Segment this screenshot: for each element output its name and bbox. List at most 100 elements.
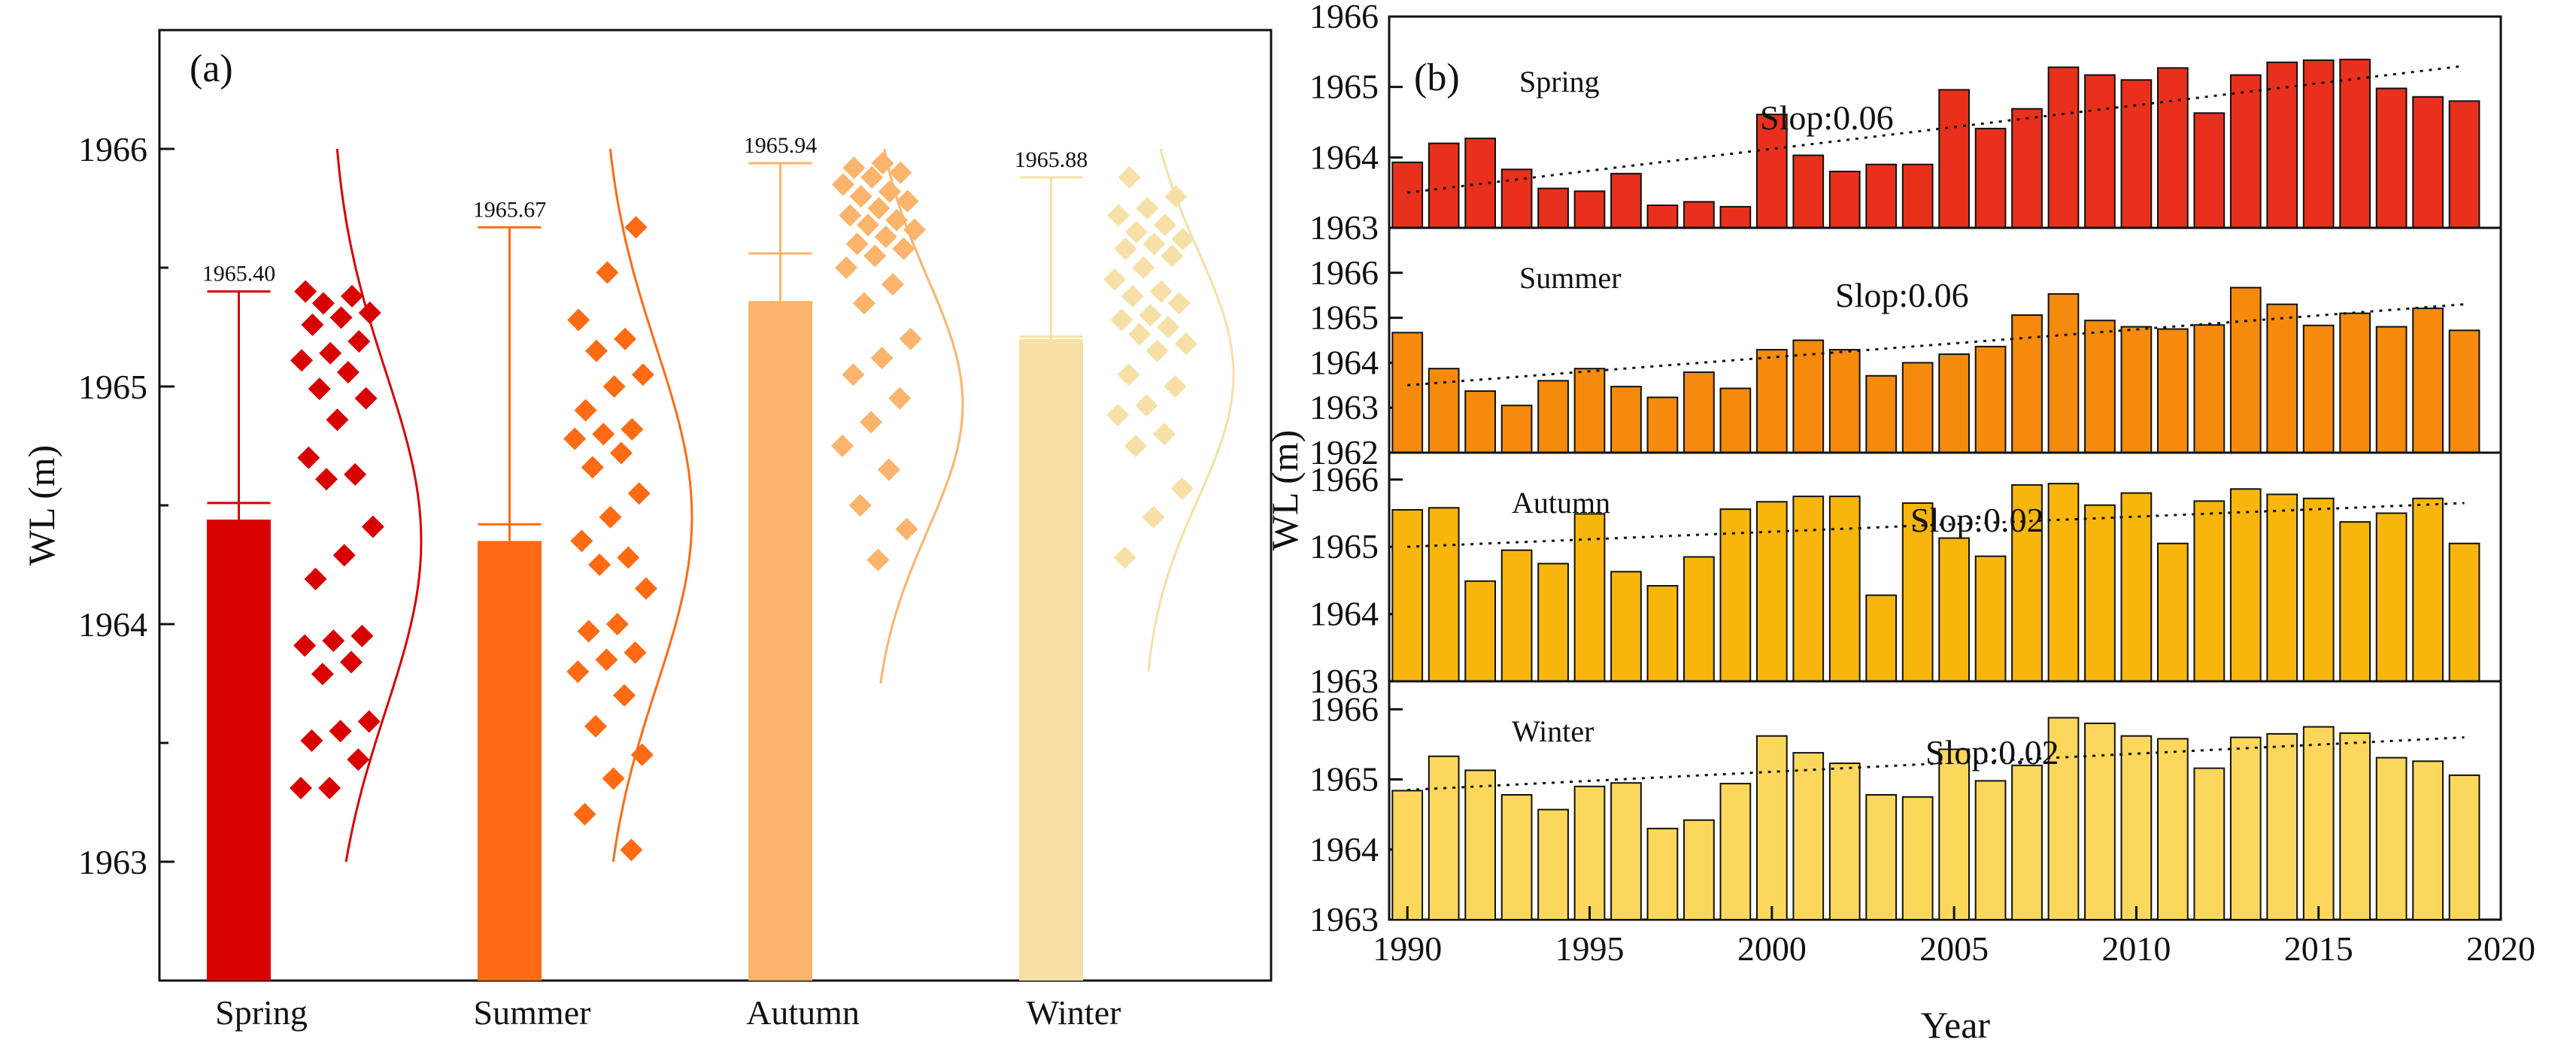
data-point	[577, 620, 600, 643]
data-point	[293, 634, 317, 657]
year-bar	[1828, 349, 1861, 454]
year-bar	[2084, 504, 2116, 682]
data-point	[1145, 339, 1169, 362]
year-bar	[2229, 736, 2262, 921]
y-tick-label: 1964	[1309, 343, 1379, 381]
year-bar	[2266, 303, 2298, 453]
year-bar	[1500, 168, 1533, 229]
year-bar	[1901, 362, 1934, 453]
year-bar	[2229, 488, 2262, 682]
data-point	[866, 548, 890, 571]
data-point	[304, 567, 327, 590]
year-bar	[2157, 328, 2189, 453]
data-point	[347, 329, 371, 353]
data-point	[620, 417, 644, 441]
data-point	[336, 361, 360, 384]
year-bar	[2084, 320, 2116, 453]
season-group-autumn: 1965.94 Autumn	[744, 133, 964, 1032]
year-bar	[1573, 513, 1606, 682]
y-tick-label: 1963	[1309, 208, 1379, 247]
data-point	[361, 515, 384, 538]
category-label-winter: Winter	[1027, 993, 1121, 1032]
year-bar	[2193, 324, 2226, 453]
data-point	[595, 648, 618, 672]
year-bar	[1755, 114, 1788, 229]
year-bar	[1610, 571, 1642, 683]
data-point	[326, 408, 349, 432]
data-point	[1136, 197, 1159, 220]
data-point	[1157, 316, 1180, 338]
year-bar	[2157, 542, 2189, 682]
year-bar	[1573, 190, 1606, 229]
data-point	[630, 743, 654, 766]
year-bar	[1792, 339, 1825, 453]
year-bar	[1464, 390, 1497, 453]
year-bar	[1391, 161, 1424, 229]
panel-a: (a) WL (m) 1963 1964 1965 1966 1965.40 Sprin…	[20, 29, 1273, 1032]
year-bar	[1938, 748, 1970, 920]
year-bar	[1792, 154, 1825, 229]
data-point	[1113, 546, 1136, 569]
year-bar	[1391, 332, 1424, 454]
year-bar	[1500, 405, 1533, 454]
data-point	[357, 710, 381, 733]
year-bar	[2157, 67, 2189, 229]
data-point	[871, 151, 894, 174]
panel-b-label: (b)	[1414, 56, 1460, 99]
data-point	[605, 613, 629, 635]
data-point	[599, 505, 622, 529]
year-bar	[1428, 507, 1460, 682]
year-bar	[1500, 794, 1533, 920]
category-label-spring: Spring	[215, 993, 308, 1032]
year-bar	[2229, 74, 2262, 229]
year-bar	[1719, 387, 1752, 454]
year-bar	[1537, 380, 1569, 454]
data-point	[849, 185, 872, 208]
year-bar	[2339, 732, 2371, 921]
data-point	[596, 261, 619, 284]
max-value-label: 1965.94	[744, 133, 818, 158]
data-point	[617, 546, 640, 569]
year-bar	[1683, 371, 1715, 454]
year-bar	[1755, 735, 1788, 920]
year-bar	[1464, 769, 1497, 920]
year-bar	[1537, 187, 1569, 229]
data-point	[896, 189, 919, 213]
y-tick-label: 1962	[1309, 433, 1379, 471]
data-point	[1167, 292, 1191, 315]
data-point	[1154, 214, 1177, 237]
year-bar	[2448, 774, 2480, 921]
data-point	[1139, 304, 1162, 327]
year-bar	[1610, 782, 1642, 920]
data-point	[1164, 185, 1188, 208]
year-bar	[2084, 74, 2116, 229]
year-bar	[1719, 783, 1752, 920]
year-bar	[1646, 205, 1679, 229]
data-point	[1135, 394, 1158, 417]
data-point	[877, 458, 900, 481]
year-bar	[1573, 785, 1606, 920]
data-point	[592, 423, 615, 446]
year-bar	[2302, 324, 2335, 453]
year-bar	[2047, 717, 2080, 920]
x-tick-label: 2020	[2466, 929, 2535, 968]
year-bar	[1537, 808, 1569, 921]
y-tick-label: 1964	[1309, 595, 1379, 633]
data-point	[567, 308, 590, 332]
data-point	[624, 216, 648, 239]
data-point	[1164, 375, 1187, 398]
panel-b-y-axis-title: WL (m)	[1264, 430, 1306, 551]
panel-a-y-tick-label: 1965	[78, 368, 147, 406]
x-tick-label: 2000	[1737, 929, 1807, 968]
y-tick-label: 1966	[1309, 460, 1379, 499]
data-point	[1174, 332, 1197, 356]
data-point	[867, 197, 891, 220]
slope-label: Slop:0.06	[1835, 276, 1969, 314]
year-bar	[2448, 100, 2480, 229]
data-point	[1170, 477, 1194, 500]
data-point	[634, 577, 657, 600]
data-point	[1132, 256, 1155, 279]
year-bar	[1464, 580, 1497, 683]
year-bar	[1865, 794, 1898, 920]
year-bar	[2375, 756, 2408, 920]
